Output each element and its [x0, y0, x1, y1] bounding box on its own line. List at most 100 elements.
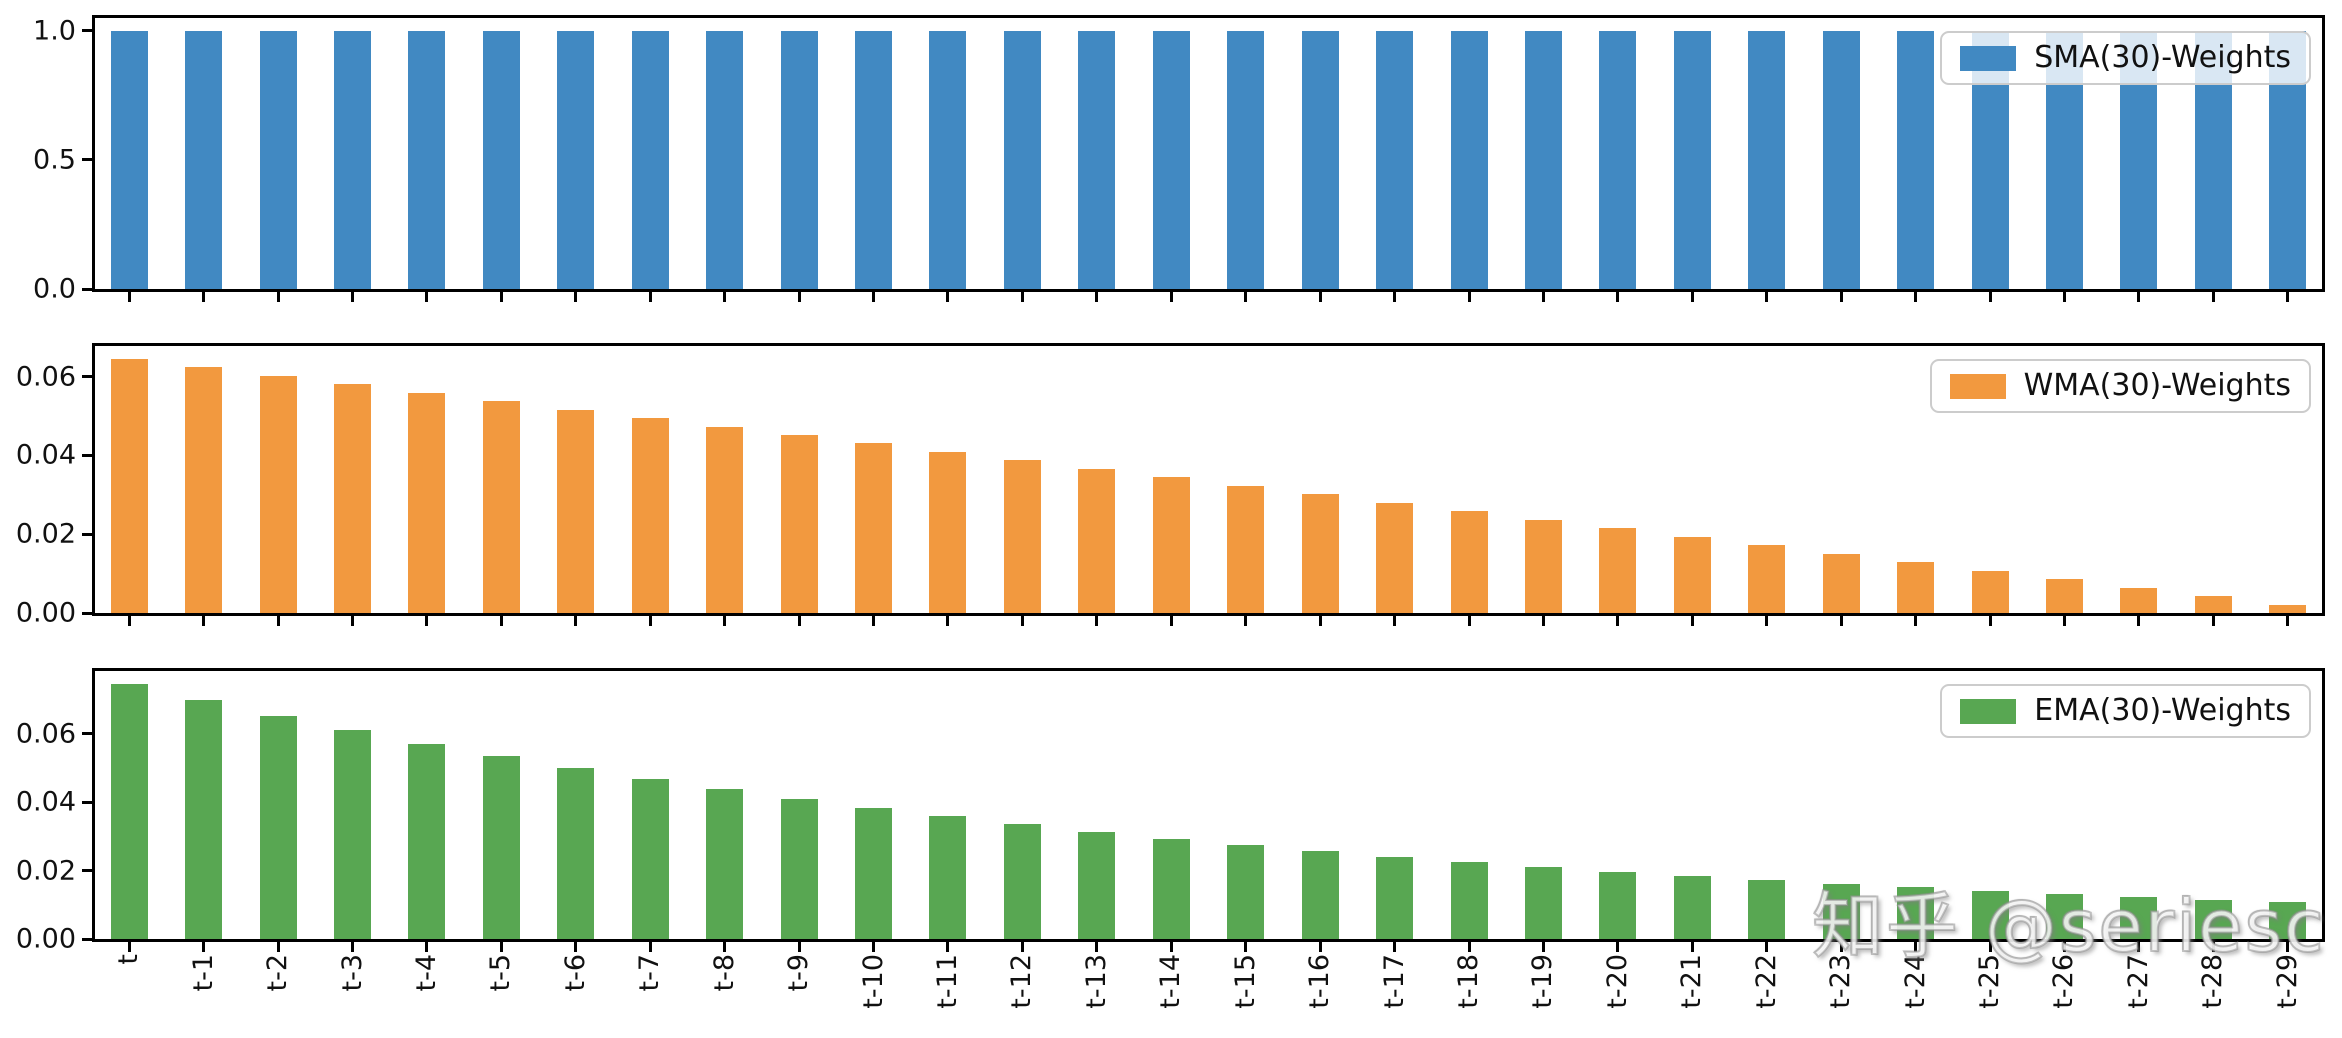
x-tick-mark	[2062, 616, 2066, 626]
x-tick-mark	[1914, 292, 1918, 302]
x-tick-label: t-4	[411, 954, 450, 992]
x-tick-label: t-14	[1155, 954, 1211, 1009]
x-tick-mark	[1020, 292, 1024, 302]
x-tick-label-text: t-20	[1601, 954, 1633, 1009]
x-tick-mark	[425, 616, 429, 626]
x-tick-mark	[648, 292, 652, 302]
x-tick-mark	[2211, 616, 2215, 626]
x-tick-label: t-11	[932, 954, 988, 1009]
x-tick-label-text: t-16	[1304, 954, 1336, 1009]
bar	[1673, 876, 1711, 939]
x-tick-mark	[946, 292, 950, 302]
x-tick-mark	[2211, 942, 2215, 952]
x-tick-mark	[276, 942, 280, 952]
bar	[1599, 528, 1637, 613]
bar	[1078, 468, 1116, 613]
x-tick-mark	[2286, 616, 2290, 626]
x-tick-label-text: t-4	[410, 954, 442, 992]
bar	[1897, 887, 1935, 939]
bar	[1227, 845, 1265, 939]
bar	[1673, 536, 1711, 613]
x-tick-mark	[351, 292, 355, 302]
x-tick-mark	[648, 942, 652, 952]
plot-frame	[92, 343, 2325, 616]
legend-label: SMA(30)-Weights	[2034, 40, 2291, 75]
bar	[110, 30, 148, 289]
x-tick-mark	[1244, 942, 1248, 952]
y-tick-label: 0.04	[15, 786, 76, 818]
x-tick-mark	[351, 616, 355, 626]
y-tick-mark	[82, 800, 92, 804]
x-tick-label-text: t-15	[1229, 954, 1261, 1009]
bar	[1822, 30, 1860, 289]
bar	[1152, 838, 1190, 939]
x-tick-mark	[1690, 292, 1694, 302]
bar	[1301, 494, 1339, 613]
x-tick-label-text: t-13	[1080, 954, 1112, 1009]
bar	[2120, 587, 2158, 613]
x-tick-mark	[499, 292, 503, 302]
x-tick-label: t-6	[560, 954, 599, 992]
bar	[2269, 902, 2307, 939]
x-tick-mark	[872, 292, 876, 302]
x-tick-label-text: t-9	[783, 954, 815, 992]
bar	[855, 30, 893, 289]
bar	[1376, 856, 1414, 939]
y-tick-label: 0.5	[33, 144, 76, 176]
legend: WMA(30)-Weights	[1929, 359, 2311, 413]
x-tick-mark	[202, 292, 206, 302]
x-tick-mark	[351, 942, 355, 952]
x-tick-mark	[872, 942, 876, 952]
x-tick-mark	[1839, 942, 1843, 952]
x-tick-label-text: t-8	[708, 954, 740, 992]
x-tick-mark	[574, 616, 578, 626]
x-tick-mark	[1765, 942, 1769, 952]
legend-swatch	[1960, 45, 2017, 71]
x-tick-mark	[1541, 616, 1545, 626]
y-tick-mark	[82, 937, 92, 941]
x-tick-mark	[1393, 616, 1397, 626]
x-tick-mark	[1914, 616, 1918, 626]
x-tick-mark	[797, 942, 801, 952]
x-tick-mark	[1095, 616, 1099, 626]
bar	[259, 30, 297, 289]
x-tick-label-text: t-12	[1006, 954, 1038, 1009]
bar	[408, 392, 446, 613]
bar	[1003, 460, 1041, 613]
x-tick-mark	[127, 616, 131, 626]
x-tick-mark	[276, 616, 280, 626]
x-tick-label: t-18	[1453, 954, 1509, 1009]
bar	[1673, 30, 1711, 289]
bar	[1078, 831, 1116, 939]
x-tick-mark	[1393, 292, 1397, 302]
bar	[482, 30, 520, 289]
x-tick-mark	[1169, 292, 1173, 302]
bar	[855, 443, 893, 613]
bar	[855, 807, 893, 939]
x-tick-mark	[1541, 942, 1545, 952]
bar	[1450, 862, 1488, 939]
x-tick-mark	[425, 942, 429, 952]
bar	[1450, 511, 1488, 613]
bar	[1152, 30, 1190, 289]
bar	[1599, 871, 1637, 939]
bar	[929, 816, 967, 939]
y-tick-label: 0.02	[15, 518, 76, 550]
bar	[557, 409, 595, 613]
x-tick-label: t-3	[337, 954, 376, 992]
x-tick-label: t-20	[1602, 954, 1658, 1009]
x-tick-mark	[425, 292, 429, 302]
watermark: 知乎 @seriesc	[1811, 884, 2326, 968]
bar	[1599, 30, 1637, 289]
x-tick-mark	[723, 942, 727, 952]
x-tick-mark	[574, 292, 578, 302]
plot-frame	[92, 668, 2325, 942]
bar	[1524, 30, 1562, 289]
x-tick-label-text: t-1	[187, 954, 219, 992]
bar	[1227, 30, 1265, 289]
x-tick-mark	[1244, 616, 1248, 626]
bar	[482, 401, 520, 613]
bar	[110, 358, 148, 613]
bar	[1003, 30, 1041, 289]
x-tick-label: t-1	[188, 954, 227, 992]
